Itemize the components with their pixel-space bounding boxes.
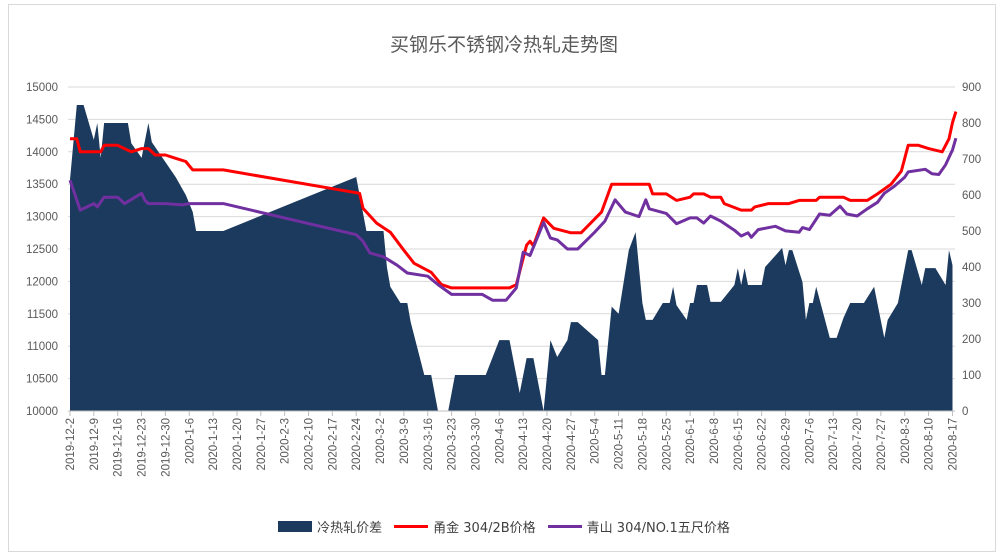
area-series-spread [70, 105, 953, 411]
x-tick-label: 2020-8-17 [947, 418, 959, 470]
x-tick-label: 2020-1-13 [208, 418, 220, 470]
x-tick-label: 2019-12-30 [160, 418, 172, 477]
y-left-tick-label: 15000 [26, 82, 58, 94]
y-right-tick-label: 900 [962, 82, 981, 94]
x-tick-label: 2020-4-20 [542, 418, 554, 470]
legend-swatch-spread [278, 521, 313, 532]
x-tick-label: 2020-8-3 [900, 418, 912, 464]
x-tick-label: 2019-12-16 [113, 418, 125, 477]
x-tick-label: 2020-8-10 [924, 418, 936, 470]
x-tick-label: 2020-3-9 [399, 418, 411, 464]
x-tick-label: 2020-7-13 [828, 418, 840, 470]
y-right-tick-label: 500 [962, 226, 981, 238]
x-tick-label: 2020-3-30 [470, 418, 482, 470]
x-tick-label: 2020-6-15 [733, 418, 745, 470]
x-tick-label: 2020-6-29 [781, 418, 793, 470]
x-tick-label: 2020-5-4 [590, 417, 602, 464]
y-left-tick-label: 14000 [26, 147, 58, 159]
y-right-tick-label: 300 [962, 298, 981, 310]
x-tick-label: 2020-6-8 [709, 418, 721, 464]
x-tick-label: 2020-1-27 [256, 418, 268, 470]
legend-item-yongjin: 甬金 304/2B价格 [394, 517, 536, 536]
x-tick-label: 2020-1-20 [232, 418, 244, 470]
legend-item-qingshan: 青山 304/NO.1五尺价格 [547, 517, 730, 536]
y-left-tick-label: 12500 [26, 244, 58, 256]
legend-swatch-qingshan [547, 525, 582, 528]
x-tick-label: 2020-3-23 [447, 418, 459, 470]
legend-label-spread: 冷热轧价差 [317, 521, 383, 536]
y-left-tick-label: 14500 [26, 114, 58, 126]
y-right-tick-label: 100 [962, 370, 981, 382]
x-tick-label: 2020-4-13 [518, 418, 530, 470]
y-left-tick-label: 12000 [26, 276, 58, 288]
y-left-tick-label: 13500 [26, 179, 58, 191]
line-series-yongjin [70, 111, 958, 290]
line-series-qingshan [68, 137, 958, 302]
y-right-tick-label: 600 [962, 190, 981, 202]
x-tick-label: 2020-2-10 [304, 418, 316, 470]
x-tick-label: 2020-4-6 [494, 418, 506, 464]
legend-item-spread: 冷热轧价差 [278, 517, 382, 536]
x-tick-label: 2020-5-25 [661, 418, 673, 470]
x-tick-label: 2020-3-16 [423, 418, 435, 470]
x-tick-label: 2020-7-6 [804, 418, 816, 464]
legend-label-yongjin: 甬金 304/2B价格 [433, 521, 536, 536]
x-tick-label: 2020-4-27 [566, 418, 578, 470]
x-tick-label: 2020-2-24 [351, 417, 363, 470]
x-tick-label: 2020-6-22 [757, 418, 769, 470]
x-tick-label: 2020-7-27 [876, 418, 888, 470]
y-right-tick-label: 0 [962, 406, 968, 418]
x-tick-label: 2020-2-3 [280, 418, 292, 464]
x-tick-label: 2019-12-23 [137, 418, 149, 477]
y-left-tick-label: 13000 [26, 212, 58, 224]
x-tick-label: 2020-5-18 [637, 418, 649, 470]
y-left-tick-label: 10000 [26, 406, 58, 418]
legend: 冷热轧价差 甬金 304/2B价格 青山 304/NO.1五尺价格 [0, 517, 1008, 536]
x-tick-label: 2020-7-20 [852, 418, 864, 470]
chart-frame [8, 4, 996, 552]
chart-title: 买钢乐不锈钢冷热轧走势图 [389, 34, 618, 56]
y-left-tick-label: 10500 [26, 374, 58, 386]
x-tick-label: 2020-3-2 [375, 418, 387, 464]
x-tick-label: 2020-2-17 [327, 418, 339, 470]
x-tick-label: 2020-1-6 [184, 418, 196, 464]
y-right-tick-label: 400 [962, 262, 981, 274]
y-right-tick-label: 700 [962, 154, 981, 166]
x-tick-label: 2020-5-11 [614, 418, 626, 470]
y-right-tick-label: 800 [962, 118, 981, 130]
legend-label-qingshan: 青山 304/NO.1五尺价格 [586, 521, 730, 536]
y-right-tick-label: 200 [962, 334, 981, 346]
y-left-tick-label: 11000 [27, 341, 58, 353]
x-tick-label: 2019-12-9 [89, 418, 101, 470]
x-tick-label: 2020-6-1 [685, 418, 697, 464]
y-left-tick-label: 11500 [27, 309, 58, 321]
legend-swatch-yongjin [394, 525, 429, 528]
x-tick-label: 2019-12-2 [65, 418, 77, 470]
